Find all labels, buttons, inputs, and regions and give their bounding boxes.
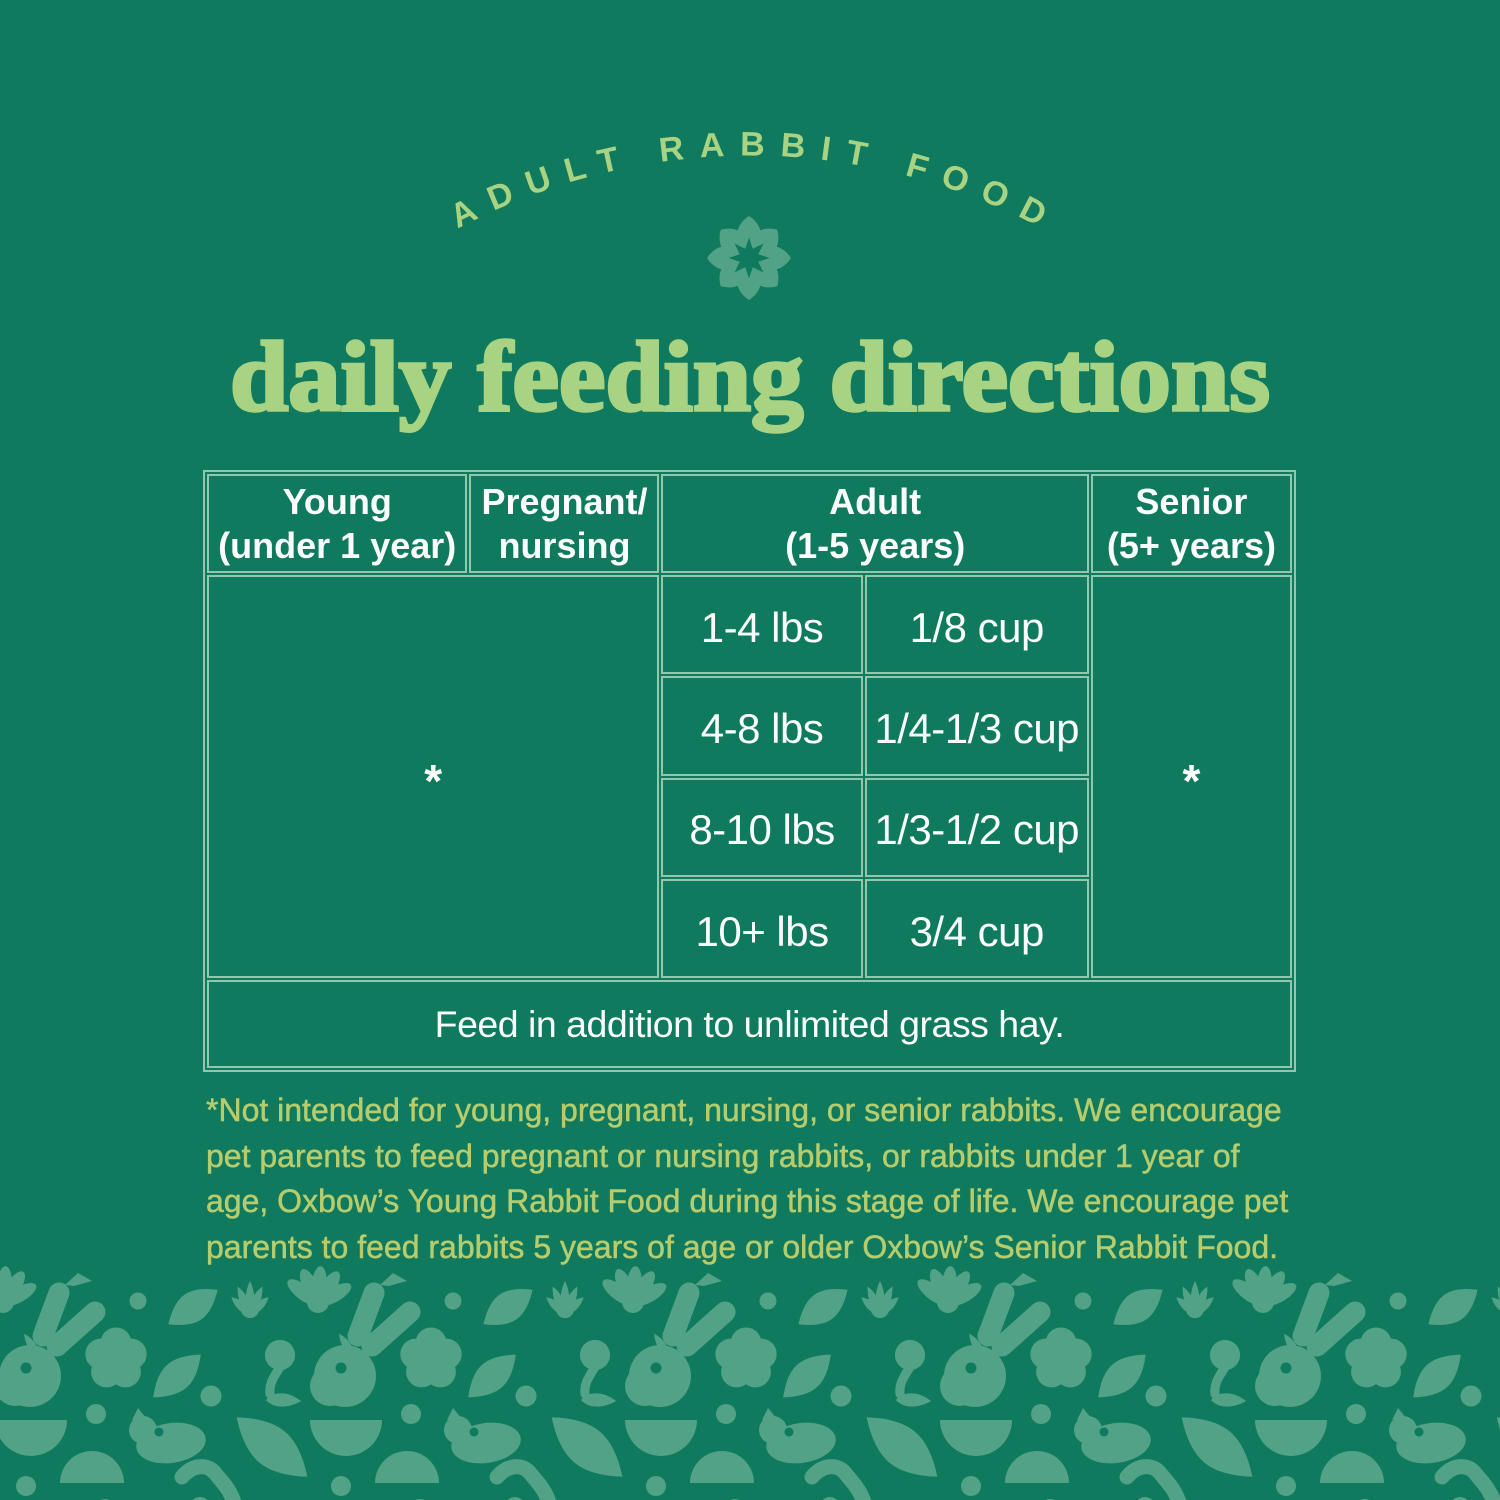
svg-text:daily feeding directions: daily feeding directions xyxy=(230,321,1270,432)
